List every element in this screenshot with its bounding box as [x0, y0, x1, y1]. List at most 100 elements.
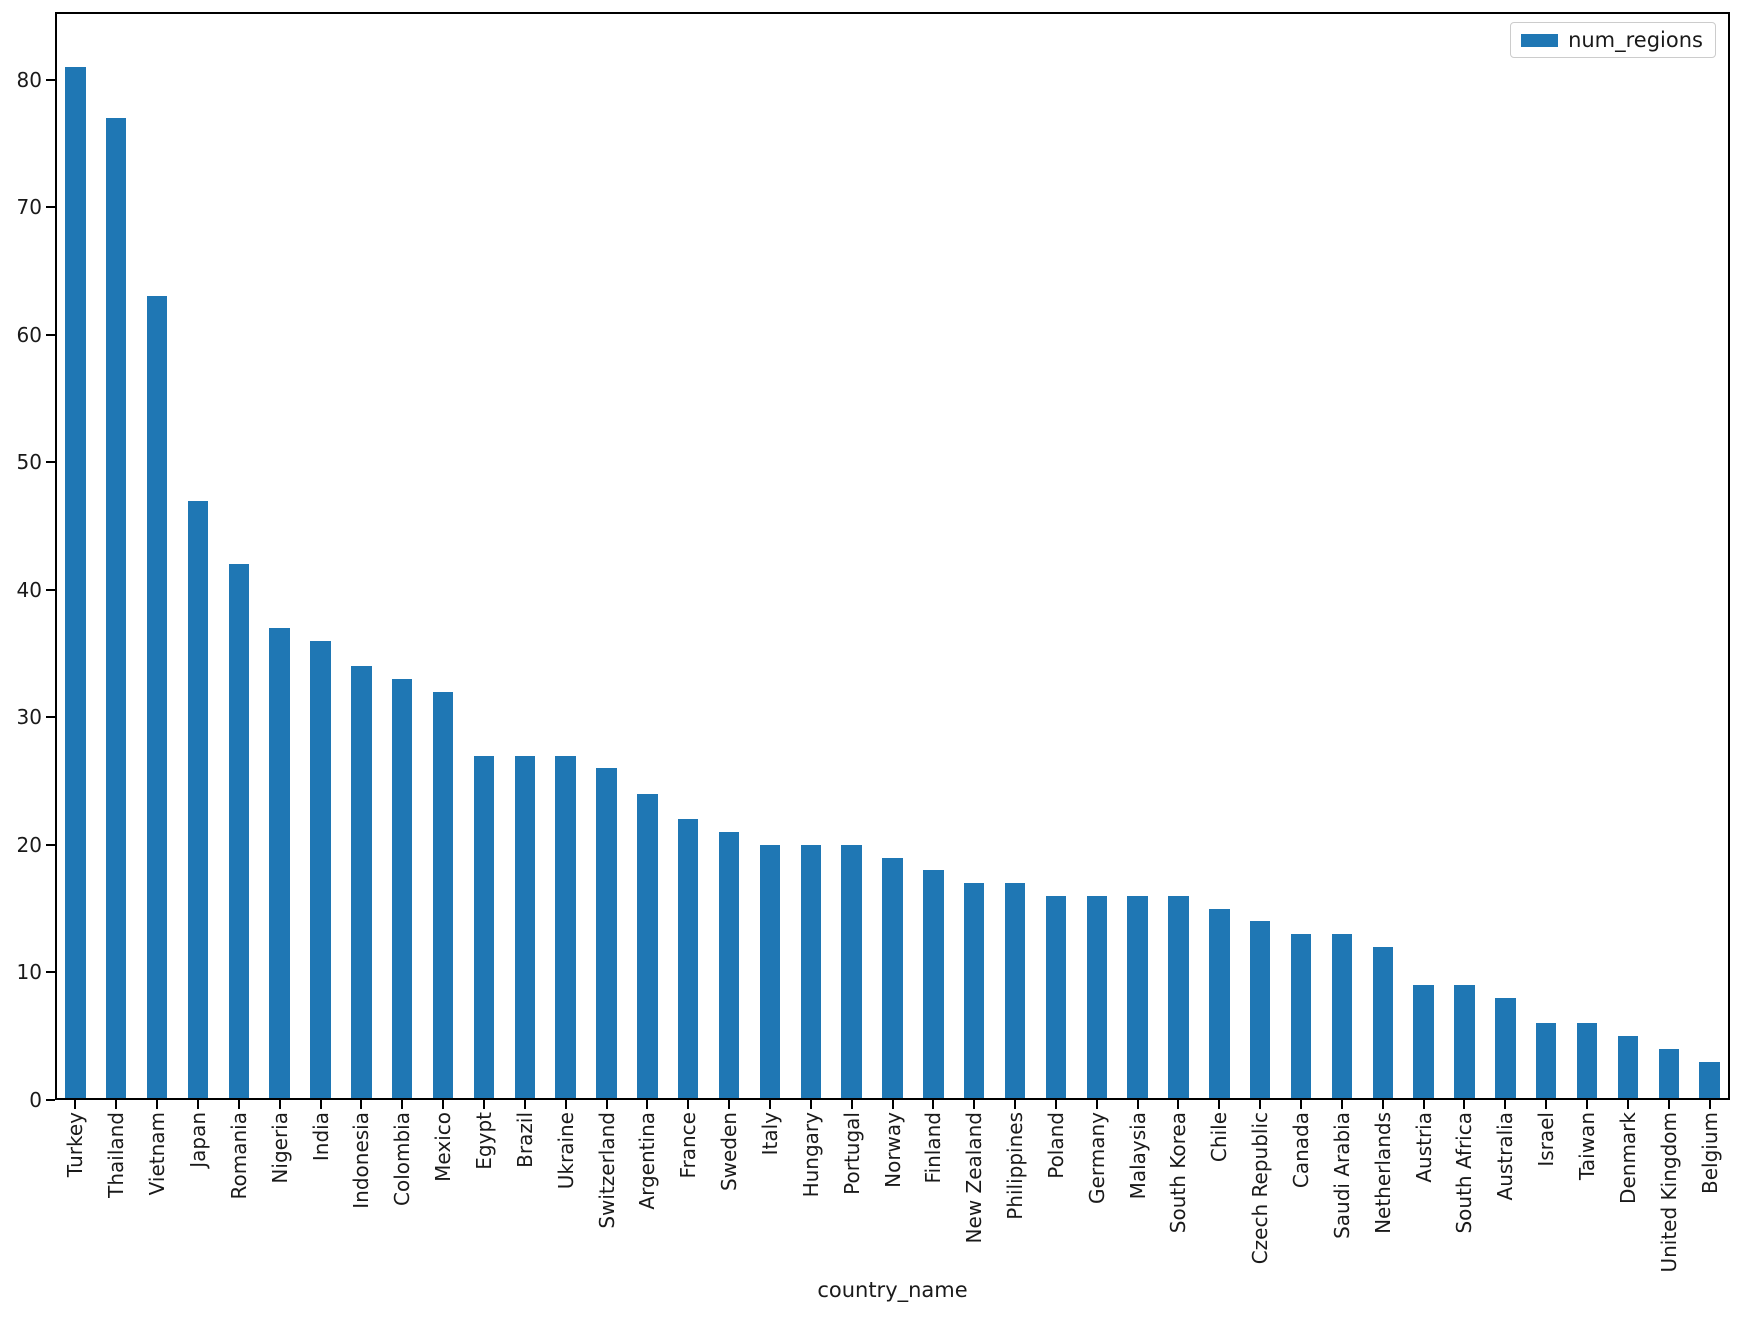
bar [923, 870, 944, 1098]
x-tick [360, 1100, 363, 1109]
x-tick [973, 1100, 976, 1109]
bar [187, 500, 209, 1098]
x-tick [605, 1100, 608, 1109]
x-tick [728, 1100, 731, 1109]
x-tick-label: Chile [1207, 1112, 1232, 1163]
x-tick-label: Mexico [431, 1112, 456, 1182]
y-tick-label: 50 [16, 450, 42, 475]
bar [596, 768, 617, 1098]
bar [1045, 895, 1067, 1098]
x-tick [442, 1100, 445, 1109]
bar [637, 793, 658, 1098]
x-tick [687, 1100, 690, 1109]
bar [65, 66, 86, 1098]
x-tick-label: Denmark [1615, 1112, 1640, 1204]
x-tick [1300, 1100, 1303, 1109]
x-tick-label: Austria [1411, 1112, 1436, 1183]
x-tick [1136, 1100, 1139, 1109]
x-tick-label: Norway [880, 1112, 905, 1188]
bar [1127, 895, 1148, 1098]
bar [432, 691, 454, 1098]
x-tick [401, 1100, 404, 1109]
bar [759, 844, 781, 1098]
bar [718, 832, 740, 1098]
x-tick-label: Saudi Arabia [1329, 1112, 1354, 1239]
x-tick-label: United Kingdom [1656, 1112, 1681, 1273]
x-tick-label: Hungary [798, 1112, 823, 1198]
x-tick-label: Brazil [512, 1112, 537, 1168]
bar [269, 628, 290, 1098]
x-tick [196, 1100, 199, 1109]
x-tick-label: Netherlands [1370, 1112, 1395, 1234]
x-tick-label: Colombia [390, 1112, 415, 1206]
x-tick-label: Egypt [471, 1112, 496, 1170]
bar [882, 857, 903, 1098]
bar [1086, 895, 1107, 1098]
x-tick [1259, 1100, 1262, 1109]
x-tick [1586, 1100, 1588, 1109]
x-tick [1708, 1100, 1711, 1109]
y-tick-label: 80 [16, 67, 42, 92]
x-tick-label: Portugal [839, 1112, 864, 1195]
x-tick-label: Indonesia [349, 1112, 374, 1209]
x-tick-label: Sweden [717, 1112, 742, 1192]
x-tick [1177, 1100, 1180, 1109]
x-tick-label: Malaysia [1125, 1112, 1150, 1200]
x-tick-label: Romania [226, 1112, 251, 1200]
x-axis-title: country_name [817, 1278, 968, 1302]
bar [1209, 908, 1230, 1098]
x-tick [1667, 1100, 1670, 1109]
x-tick [115, 1100, 118, 1109]
x-tick-label: Belgium [1697, 1112, 1722, 1194]
x-tick-label: Switzerland [594, 1112, 619, 1229]
x-tick-label: South Africa [1452, 1112, 1477, 1234]
y-tick-label: 30 [16, 705, 42, 730]
x-tick-label: Thailand [104, 1112, 129, 1198]
bar [1454, 985, 1475, 1098]
x-tick [523, 1100, 526, 1109]
x-tick [1504, 1100, 1507, 1109]
x-tick-label: Israel [1534, 1112, 1559, 1167]
x-tick [768, 1100, 771, 1109]
x-tick-label: Argentina [635, 1112, 660, 1210]
bar [228, 564, 250, 1098]
x-tick [850, 1100, 853, 1109]
bar [1617, 1036, 1639, 1098]
bar [514, 755, 536, 1098]
x-tick-label: Vietnam [145, 1112, 170, 1196]
y-tick [46, 333, 55, 336]
x-tick [482, 1100, 485, 1109]
y-tick [46, 1099, 55, 1101]
x-tick-label: Japan [185, 1112, 210, 1168]
x-tick-label: Turkey [63, 1112, 88, 1178]
x-tick [1218, 1100, 1221, 1109]
bar [1372, 946, 1393, 1098]
x-tick [319, 1100, 322, 1109]
y-tick-label: 0 [29, 1088, 42, 1112]
x-tick [1095, 1100, 1098, 1109]
x-tick [1054, 1100, 1057, 1109]
x-tick-label: Ukraine [553, 1112, 578, 1190]
y-tick-label: 60 [16, 322, 42, 347]
bar [1004, 883, 1026, 1098]
x-tick-label: Taiwan [1575, 1112, 1599, 1181]
x-tick-label: India [308, 1112, 333, 1162]
x-tick [1340, 1100, 1343, 1109]
bar [678, 819, 699, 1098]
y-tick [46, 78, 55, 81]
y-tick [46, 206, 55, 209]
x-tick [74, 1100, 77, 1109]
y-tick [46, 588, 55, 591]
y-tick-label: 10 [16, 960, 42, 985]
bar [1699, 1061, 1720, 1098]
x-tick [891, 1100, 894, 1109]
bar [1658, 1048, 1679, 1098]
x-tick-label: Nigeria [267, 1112, 292, 1184]
bar [1331, 934, 1353, 1098]
x-tick-label: Philippines [1003, 1112, 1028, 1220]
y-tick-label: 70 [16, 195, 42, 220]
x-tick [1545, 1100, 1548, 1109]
bar [1249, 921, 1271, 1098]
x-tick [1422, 1100, 1425, 1109]
